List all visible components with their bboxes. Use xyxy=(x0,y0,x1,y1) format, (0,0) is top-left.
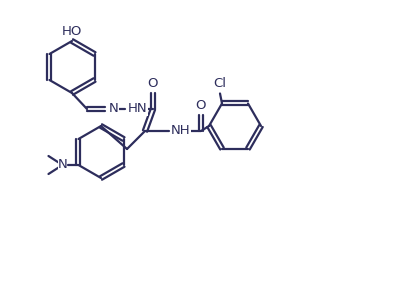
Text: Cl: Cl xyxy=(214,77,226,90)
Text: HO: HO xyxy=(62,25,82,38)
Text: N: N xyxy=(58,158,67,171)
Text: HN: HN xyxy=(128,103,148,116)
Text: O: O xyxy=(196,99,206,112)
Text: O: O xyxy=(148,77,158,90)
Text: N: N xyxy=(109,103,119,116)
Text: NH: NH xyxy=(171,125,191,138)
